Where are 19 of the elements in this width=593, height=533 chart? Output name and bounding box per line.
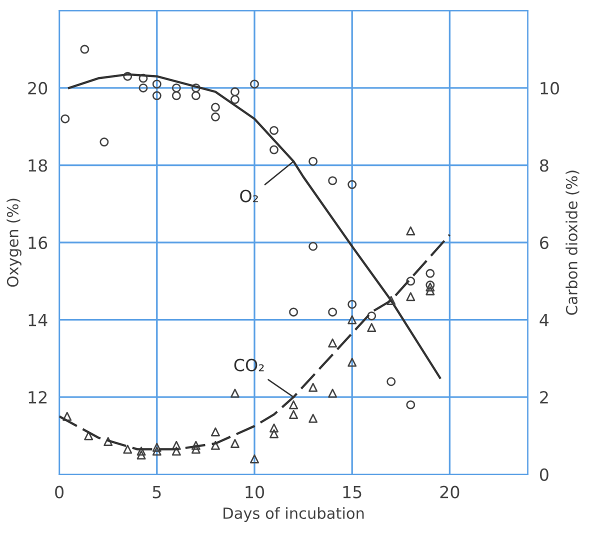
y2-axis-title: Carbon dioxide (%) [566,170,580,315]
x-axis-title: Days of incubation [224,507,364,522]
x-tick-label: 15 [343,486,362,498]
y-tick-label: 14 [28,314,48,326]
y2-tick-label: 0 [540,468,548,481]
y-tick-label: 16 [28,236,48,250]
x-tick-label: 20 [440,486,460,498]
x-tick-label: 5 [152,486,161,498]
y2-tick-label: 6 [540,236,548,250]
y2-tick-label: 4 [540,314,549,326]
x-tick-label: 10 [246,486,264,498]
y-tick-label: 18 [28,159,48,172]
x-tick-label: 0 [55,486,64,498]
y2-tick-label: 10 [540,82,559,95]
y2-tick-label: 8 [540,159,548,172]
y-tick-label: 12 [28,391,47,404]
y2-tick-label: 2 [540,391,548,404]
y-axis-title: Oxygen (%) [6,198,22,287]
y-tick-label: 20 [28,82,48,95]
